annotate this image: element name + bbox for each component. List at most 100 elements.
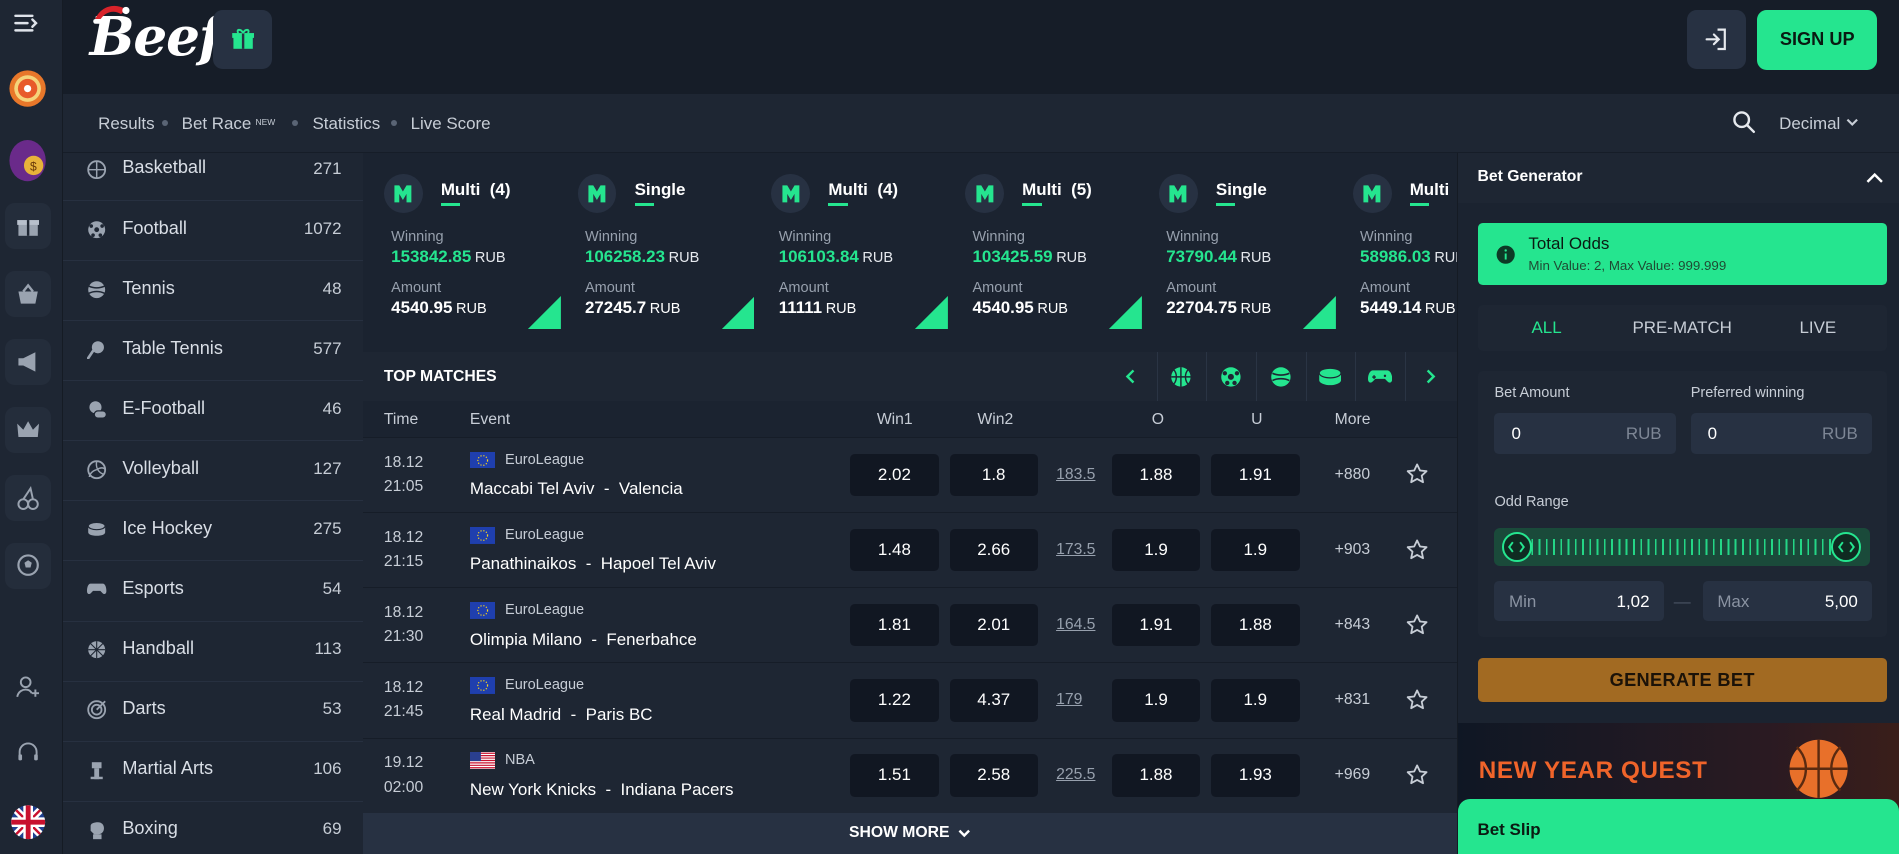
favorite-star-icon[interactable] xyxy=(1405,688,1429,712)
more-markets-link[interactable]: +903 xyxy=(1335,541,1370,559)
odd-under[interactable]: 1.88 xyxy=(1211,604,1299,646)
odd-win2[interactable]: 4.37 xyxy=(950,679,1038,721)
sport-item-e-football[interactable]: E-Football 46 xyxy=(63,382,363,441)
crown-icon[interactable] xyxy=(5,407,51,453)
more-markets-link[interactable]: +831 xyxy=(1335,691,1370,709)
odd-over[interactable]: 1.88 xyxy=(1112,454,1200,496)
odd-under[interactable]: 1.9 xyxy=(1211,529,1299,571)
odd-win2[interactable]: 2.66 xyxy=(950,529,1038,571)
more-markets-link[interactable]: +969 xyxy=(1335,766,1370,784)
match-teams[interactable]: New York Knicks - Indiana Pacers xyxy=(470,780,734,800)
category-ice-hockey[interactable] xyxy=(1306,352,1354,400)
odd-win1[interactable]: 1.81 xyxy=(850,604,938,646)
category-basketball[interactable] xyxy=(1157,352,1205,400)
favorite-star-icon[interactable] xyxy=(1405,462,1429,486)
category-esports[interactable] xyxy=(1355,352,1403,400)
category-tennis[interactable] xyxy=(1256,352,1304,400)
bet-amount-input[interactable]: 0 RUB xyxy=(1494,413,1676,454)
sport-item-handball[interactable]: Handball 113 xyxy=(63,622,363,681)
more-markets-link[interactable]: +843 xyxy=(1335,616,1370,634)
win-ticket[interactable]: Multi (5) Winning 103425.59 RUB Amount 4540.9… xyxy=(945,153,1127,353)
sport-item-basketball[interactable]: Basketball 271 xyxy=(63,142,363,201)
min-odd-input[interactable]: Min 1,02 xyxy=(1494,581,1664,621)
total-line[interactable]: 225.5 xyxy=(1056,766,1095,784)
sport-item-boxing[interactable]: Boxing 69 xyxy=(63,802,363,854)
sport-item-martial-arts[interactable]: Martial Arts 106 xyxy=(63,742,363,801)
login-button[interactable] xyxy=(1687,10,1746,69)
cherries-icon[interactable] xyxy=(5,475,51,521)
win-ticket[interactable]: Multi (4) Winning 106103.84 RUB Amount 11111 R… xyxy=(751,153,933,353)
match-row[interactable]: 18.12 21:30 EuroLeague Olimpia Milano - Fen… xyxy=(363,587,1457,662)
sport-item-volleyball[interactable]: Volleyball 127 xyxy=(63,442,363,501)
range-min-handle[interactable] xyxy=(1502,532,1532,562)
odds-format-select[interactable]: Decimal xyxy=(1779,114,1840,134)
nav-results[interactable]: Results xyxy=(98,114,154,134)
match-row[interactable]: 18.12 21:15 EuroLeague Panathinaikos - Hapo… xyxy=(363,512,1457,587)
tab-live[interactable]: LIVE xyxy=(1750,305,1886,351)
chevron-up-icon[interactable] xyxy=(1865,171,1884,186)
gift-icon[interactable] xyxy=(5,203,51,249)
category-football[interactable] xyxy=(1206,352,1254,400)
bonus-coin-icon[interactable]: $ xyxy=(5,131,51,187)
sport-item-football[interactable]: Football 1072 xyxy=(63,202,363,261)
match-teams[interactable]: Real Madrid - Paris BC xyxy=(470,705,653,725)
nav-bet-race[interactable]: Bet Race xyxy=(182,114,252,134)
odd-win1[interactable]: 1.51 xyxy=(850,754,938,796)
menu-toggle-icon[interactable] xyxy=(5,0,51,46)
odd-win1[interactable]: 2.02 xyxy=(850,454,938,496)
sport-item-esports[interactable]: Esports 54 xyxy=(63,562,363,621)
odd-win2[interactable]: 2.01 xyxy=(950,604,1038,646)
sport-item-table-tennis[interactable]: Table Tennis 577 xyxy=(63,322,363,381)
prev-category-button[interactable] xyxy=(1107,352,1155,400)
match-teams[interactable]: Olimpia Milano - Fenerbahce xyxy=(470,630,697,650)
odd-under[interactable]: 1.93 xyxy=(1211,754,1299,796)
wheel-of-fortune-icon[interactable] xyxy=(5,65,51,111)
match-row[interactable]: 18.12 21:05 EuroLeague Maccabi Tel Aviv - V… xyxy=(363,437,1457,512)
basket-icon[interactable] xyxy=(5,271,51,317)
odd-over[interactable]: 1.9 xyxy=(1112,679,1200,721)
win-ticket[interactable]: Multi (4) Winning 153842.85 RUB Amount 4540.9… xyxy=(363,153,545,353)
odd-over[interactable]: 1.88 xyxy=(1112,754,1200,796)
odd-over[interactable]: 1.91 xyxy=(1112,604,1200,646)
generate-bet-button[interactable]: GENERATE BET xyxy=(1478,658,1887,703)
total-line[interactable]: 173.5 xyxy=(1056,541,1095,559)
preferred-winning-input[interactable]: 0 RUB xyxy=(1691,413,1873,454)
win-ticket[interactable]: Single Winning 106258.23 RUB Amount 27245.7 R… xyxy=(557,153,739,353)
nav-statistics[interactable]: Statistics xyxy=(312,114,380,134)
uk-flag-icon[interactable] xyxy=(5,799,51,845)
support-headset-icon[interactable] xyxy=(5,730,51,776)
sport-item-darts[interactable]: Darts 53 xyxy=(63,682,363,741)
odd-win2[interactable]: 2.58 xyxy=(950,754,1038,796)
match-row[interactable]: 18.12 21:45 EuroLeague Real Madrid - Paris … xyxy=(363,662,1457,737)
tab-all[interactable]: ALL xyxy=(1479,305,1615,351)
show-more-button[interactable]: SHOW MORE xyxy=(363,813,1457,854)
odd-under[interactable]: 1.9 xyxy=(1211,679,1299,721)
tab-pre-match[interactable]: PRE-MATCH xyxy=(1614,305,1750,351)
nav-live-score[interactable]: Live Score xyxy=(411,114,491,134)
total-line[interactable]: 179 xyxy=(1056,691,1082,709)
next-category-button[interactable] xyxy=(1405,352,1453,400)
sign-up-button[interactable]: SIGN UP xyxy=(1757,10,1877,71)
add-user-icon[interactable] xyxy=(5,664,51,710)
search-icon[interactable] xyxy=(1732,110,1756,134)
soccer-ball-icon[interactable] xyxy=(5,543,51,589)
favorite-star-icon[interactable] xyxy=(1405,538,1429,562)
odd-win1[interactable]: 1.22 xyxy=(850,679,938,721)
odd-win2[interactable]: 1.8 xyxy=(950,454,1038,496)
match-row[interactable]: 19.12 02:00 NBA New York Knicks - Indiana P… xyxy=(363,738,1457,813)
gift-button[interactable] xyxy=(213,10,272,69)
odd-under[interactable]: 1.91 xyxy=(1211,454,1299,496)
sport-item-ice-hockey[interactable]: Ice Hockey 275 xyxy=(63,502,363,561)
odd-win1[interactable]: 1.48 xyxy=(850,529,938,571)
odd-over[interactable]: 1.9 xyxy=(1112,529,1200,571)
total-line[interactable]: 183.5 xyxy=(1056,466,1095,484)
total-line[interactable]: 164.5 xyxy=(1056,616,1095,634)
sport-item-tennis[interactable]: Tennis 48 xyxy=(63,262,363,321)
win-ticket[interactable]: Single Winning 73790.44 RUB Amount 22704.75 R… xyxy=(1138,153,1320,353)
match-teams[interactable]: Panathinaikos - Hapoel Tel Aviv xyxy=(470,554,716,574)
max-odd-input[interactable]: Max 5,00 xyxy=(1703,581,1873,621)
favorite-star-icon[interactable] xyxy=(1405,763,1429,787)
more-markets-link[interactable]: +880 xyxy=(1335,466,1370,484)
favorite-star-icon[interactable] xyxy=(1405,613,1429,637)
